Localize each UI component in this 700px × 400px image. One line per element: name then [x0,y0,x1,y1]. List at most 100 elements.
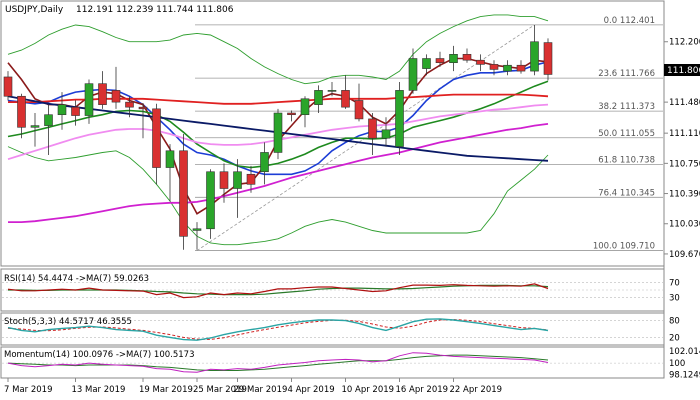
momentum-ma-line [7,354,549,371]
candle-body [408,58,418,91]
candle [381,117,391,147]
candle [260,142,269,185]
candle-body [462,54,472,61]
candle-body [543,42,553,75]
candle-body [111,90,121,103]
candle-body [17,95,26,128]
momentum-tick-label: 102.0144 [669,347,700,357]
candle-body [219,171,229,189]
price-tick-label: 111.480 [669,98,700,108]
candle [44,104,53,155]
fib-level-label: 0.0 112.401 [604,16,655,26]
candle [543,38,553,81]
momentum-tick-label: 100 [669,359,685,369]
candle [111,66,121,109]
candle-body [300,98,310,116]
rsi-indicator: 70 30 [2,278,680,304]
candle [246,165,256,193]
candle [516,60,526,74]
candle-body [138,106,148,110]
candle-body [57,104,67,116]
candle-body [125,101,134,108]
candle [435,51,445,67]
candle-body [395,90,404,147]
candle-body [179,150,188,237]
price-tick-label: 111.110 [669,129,700,139]
candle-body [530,41,539,72]
date-tick-label: 22 Apr 2019 [450,385,503,395]
bollinger-bands [7,14,549,246]
bollinger-bb_upper [7,14,549,85]
date-tick-label: 13 Mar 2019 [72,385,126,395]
candle [449,45,458,72]
fibonacci-levels: 0.0 112.401 23.6 111.766 38.2 111.373 50.0 … [195,16,663,252]
candle-body [435,58,445,64]
candle-body [98,83,107,105]
candle-body [368,118,377,139]
date-tick-label: 10 Apr 2019 [342,385,395,395]
candle [71,100,80,126]
candle-body [71,106,80,116]
momentum-tick-label: 98.1249 [669,371,700,381]
candle [341,75,350,109]
date-tick-label: 7 Mar 2019 [4,385,52,395]
candle-body [476,59,485,65]
price-tick-label: 110.030 [669,220,700,230]
candle [314,85,323,114]
candle [287,110,296,122]
fib-trend-line [196,24,535,251]
momentum-indicator: 102.0144 100 98.1249 [2,347,700,381]
candle [206,169,215,239]
candle-body [381,129,391,139]
candle-body [206,171,215,230]
momentum-line [7,352,549,373]
momentum-title: Momentum(14) 100.0976 ->MA(7) 100.5173 [4,350,194,360]
current-price-tag-bg [664,64,700,76]
fib-level-label: 23.6 111.766 [598,69,655,79]
candlesticks [3,24,553,250]
rsi-line [7,283,549,299]
candle [138,102,148,139]
candle-body [449,54,458,64]
stoch-k-line [7,318,549,341]
candle [3,71,13,101]
candle [125,96,134,118]
candle [57,92,67,130]
stochastic-indicator: 80 20 [2,317,680,343]
candle-body [327,90,337,92]
candle-body [3,76,13,97]
candle-body [489,64,499,70]
date-tick-label: 4 Apr 2019 [288,385,335,395]
candle-body [165,150,175,168]
stoch-tick-label: 20 [669,333,680,343]
candle [300,96,310,128]
date-tick-label: 29 Mar 2019 [234,385,288,395]
candle [179,134,188,250]
candle [354,83,364,122]
candle [530,24,539,76]
candle-body [192,228,202,231]
date-axis: 7 Mar 2019 13 Mar 2019 19 Mar 2019 25 Mar 2… [4,378,502,395]
candle [395,82,404,155]
candle-body [503,64,512,72]
date-tick-label: 16 Apr 2019 [396,385,449,395]
current-price-tag: 111.806 [667,66,700,76]
candle-body [233,171,242,189]
rsi-tick-label: 70 [669,278,680,288]
candle-body [341,90,350,108]
panel-frames [0,0,665,379]
candle-body [84,83,94,116]
date-tick-label: 25 Mar 2019 [193,385,247,395]
candle [462,48,472,63]
candle [30,113,40,147]
price-tick-label: 112.200 [669,38,700,48]
candle-body [516,64,526,72]
candle [165,144,175,202]
price-axis: 112.200 111.480 111.110 110.750 110.390 110.0… [664,38,700,260]
candle [192,222,202,250]
candle-body [314,90,323,105]
price-tick-label: 109.670 [669,250,700,260]
date-tick-label: 19 Mar 2019 [139,385,193,395]
fib-level-label: 50.0 111.055 [598,129,655,139]
